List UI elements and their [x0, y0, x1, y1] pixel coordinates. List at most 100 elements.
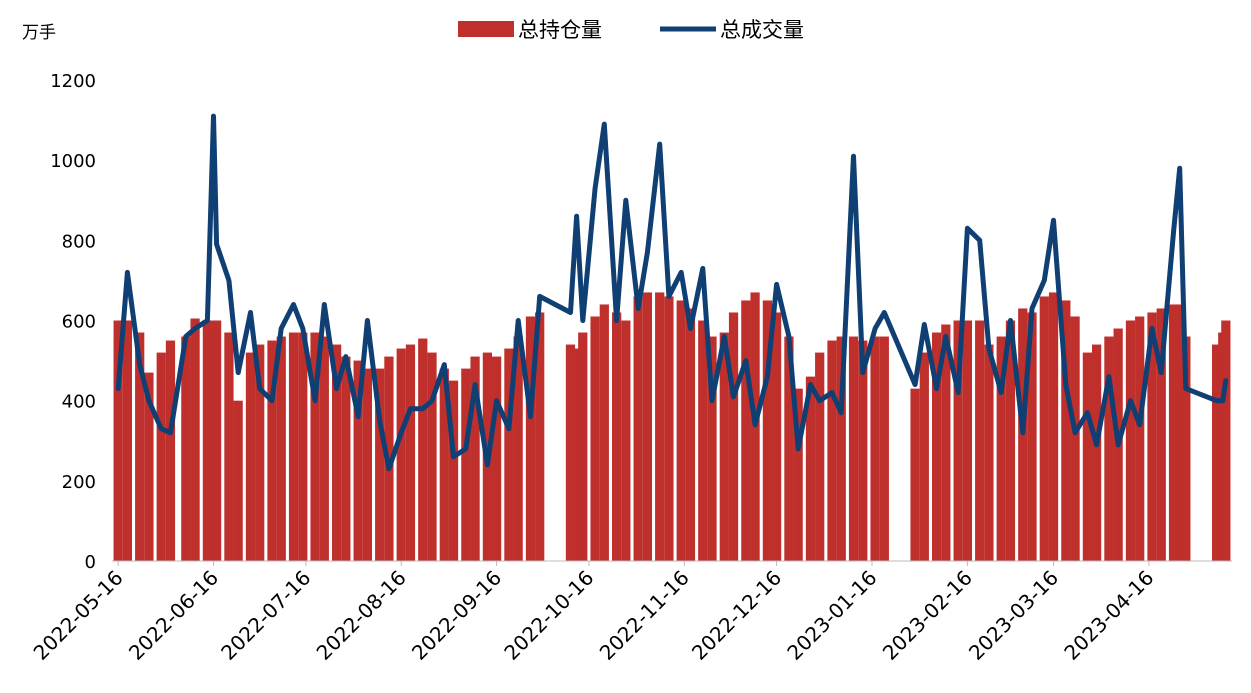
- bar: [572, 348, 582, 561]
- bar: [448, 380, 459, 561]
- bar: [122, 320, 132, 561]
- bar: [113, 320, 123, 561]
- x-tick-label: 2022-10-16: [499, 566, 598, 665]
- y-tick-label: 600: [62, 312, 96, 333]
- bar: [396, 348, 406, 561]
- bar: [1212, 344, 1222, 561]
- bar: [319, 336, 329, 561]
- bar: [298, 332, 308, 561]
- bar: [1156, 308, 1166, 561]
- bar: [953, 320, 963, 561]
- bar: [793, 388, 803, 561]
- bar: [1027, 312, 1037, 561]
- bar: [353, 360, 363, 561]
- bar: [1070, 316, 1080, 561]
- y-tick-label: 200: [62, 472, 96, 493]
- bar: [975, 320, 985, 561]
- y-tick-label: 1200: [50, 71, 96, 92]
- bar: [1135, 316, 1145, 561]
- bar: [815, 352, 825, 561]
- bar: [1125, 320, 1136, 561]
- bar: [728, 312, 739, 561]
- bar: [267, 340, 277, 561]
- bar: [375, 368, 385, 561]
- bar: [772, 312, 782, 561]
- bar: [827, 340, 837, 561]
- x-tick-label: 2023-04-16: [1059, 566, 1158, 665]
- bar: [676, 300, 686, 561]
- bar: [565, 344, 576, 561]
- x-tick-label: 2022-07-16: [216, 566, 315, 665]
- bar: [341, 356, 351, 561]
- y-tick-label: 800: [62, 231, 96, 252]
- bar: [870, 336, 880, 561]
- bar: [1181, 336, 1191, 561]
- bar: [836, 336, 846, 561]
- bar: [245, 352, 256, 561]
- bar: [1175, 304, 1185, 561]
- bar: [418, 338, 428, 561]
- bar: [719, 332, 729, 561]
- bar: [439, 368, 449, 561]
- y-tick-label: 1000: [50, 151, 96, 172]
- x-tick-label: 2022-11-16: [595, 566, 694, 665]
- y-tick-label: 0: [85, 552, 96, 573]
- bar: [599, 304, 609, 561]
- bar: [135, 332, 145, 561]
- bar: [707, 336, 717, 561]
- bar: [405, 344, 416, 561]
- y-tick-label: 400: [62, 392, 96, 413]
- bar: [332, 344, 342, 561]
- bar: [984, 344, 994, 561]
- bar: [212, 320, 222, 561]
- x-tick-label: 2023-03-16: [964, 566, 1063, 665]
- bar: [1104, 336, 1114, 561]
- bar: [1039, 296, 1049, 561]
- bar: [288, 332, 299, 561]
- bar: [621, 320, 631, 561]
- bar: [996, 336, 1006, 561]
- bar: [784, 336, 794, 561]
- bar: [805, 376, 816, 561]
- x-tick-label: 2023-01-16: [782, 566, 881, 665]
- bar: [664, 296, 674, 561]
- bar: [461, 368, 471, 561]
- bar: [362, 368, 372, 561]
- bar: [1048, 292, 1059, 561]
- bar: [685, 308, 696, 561]
- bar: [513, 336, 523, 561]
- bar: [525, 316, 536, 561]
- x-tick-label: 2022-06-16: [124, 566, 223, 665]
- bar: [633, 296, 643, 561]
- bar: [1092, 344, 1102, 561]
- unit-label: 万手: [22, 23, 56, 43]
- bar: [1005, 320, 1016, 561]
- bar: [655, 292, 665, 561]
- bar: [1221, 320, 1231, 561]
- bar: [858, 340, 868, 561]
- legend-swatch: [458, 21, 514, 37]
- bar: [233, 400, 243, 561]
- legend-label: 总成交量: [720, 18, 804, 42]
- bar: [224, 332, 234, 561]
- bar: [255, 344, 265, 561]
- bar: [1147, 312, 1157, 561]
- bar: [144, 372, 154, 561]
- bar: [181, 336, 191, 561]
- bar: [310, 332, 320, 561]
- bar: [941, 324, 951, 561]
- x-tick-label: 2022-09-16: [407, 566, 506, 665]
- bar: [762, 300, 772, 561]
- bar: [590, 316, 600, 561]
- bar: [276, 336, 286, 561]
- bar: [470, 356, 480, 561]
- bar: [1082, 352, 1092, 561]
- bar: [962, 320, 972, 561]
- bar: [612, 312, 622, 561]
- bar: [879, 336, 889, 561]
- bar: [492, 356, 502, 561]
- bar: [535, 312, 545, 561]
- bar: [578, 332, 588, 561]
- bar: [202, 320, 212, 561]
